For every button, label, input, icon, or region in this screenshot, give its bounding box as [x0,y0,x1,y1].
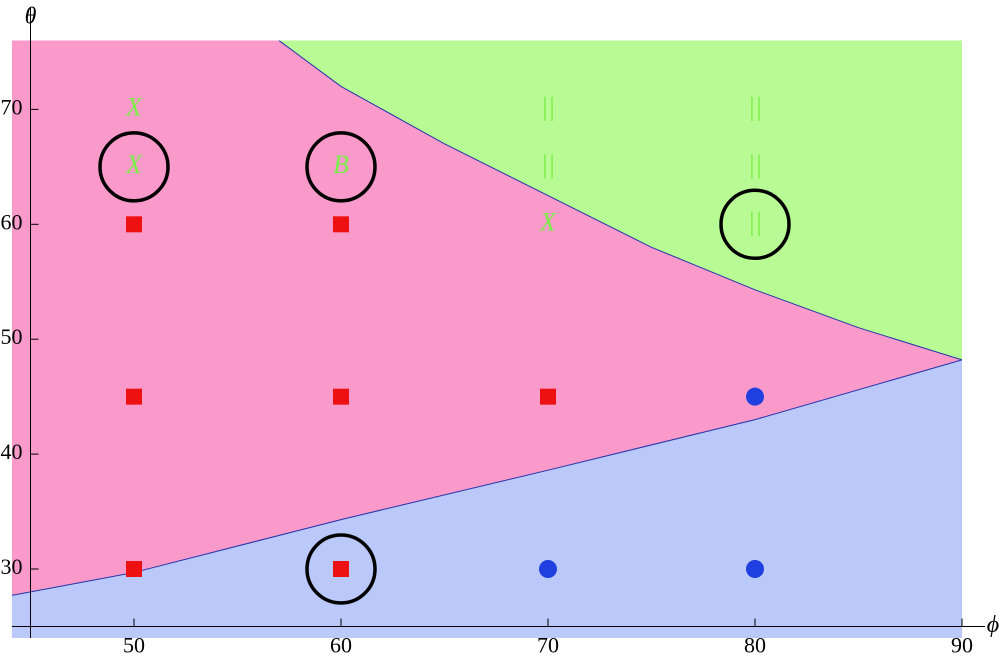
annotation: || [541,92,555,121]
highlight-circle [305,533,377,605]
annotation: X [539,207,557,236]
annotation: || [541,150,555,179]
x-tick-label: 90 [951,632,973,657]
annotation: || [748,207,762,236]
y-tick-label: 40 [1,439,23,464]
square-marker [333,216,349,233]
y-tick-label: 60 [1,209,23,234]
highlight-circle [305,131,377,203]
highlight-circle [719,188,791,261]
annotation: || [748,150,762,179]
x-tick-label: 50 [123,632,145,657]
boundary-line [278,40,963,361]
annotation: || [748,92,762,121]
circle-marker [539,560,557,578]
square-marker [540,388,556,405]
y-axis-label: θ [25,4,37,30]
square-marker [126,561,142,577]
region [11,359,963,638]
circle-marker [746,387,764,406]
highlight-circle [98,131,170,203]
y-tick-label: 50 [1,324,23,349]
x-tick-label: 70 [537,632,559,657]
y-tick-label: 70 [1,94,23,119]
square-marker [126,216,142,233]
regions [11,40,963,638]
circle-marker [746,560,764,578]
square-marker [126,388,142,405]
x-tick-label: 80 [744,632,766,657]
region [278,40,963,360]
boundary-line [11,359,963,596]
x-axis-label: ϕ [987,612,999,638]
annotation: B [333,150,349,179]
x-tick-label: 60 [330,632,352,657]
square-marker [333,561,349,577]
y-tick-label: 30 [1,554,23,579]
square-marker [333,388,349,405]
annotation: X [125,150,143,179]
annotation: X [125,92,143,121]
